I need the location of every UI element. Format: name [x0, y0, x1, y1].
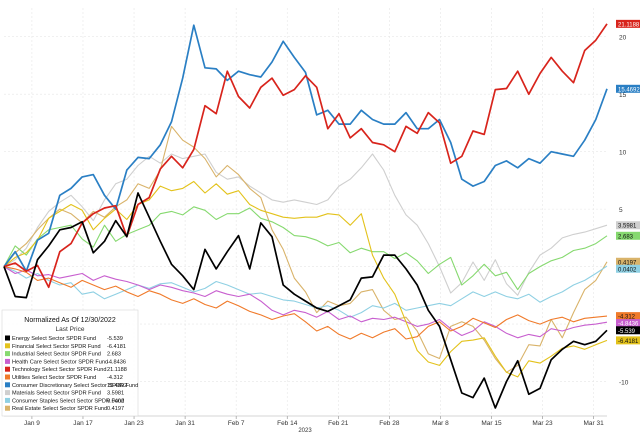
legend-value-7: 3.5981: [107, 391, 124, 397]
legend-swatch-3: [5, 358, 10, 364]
x-tick-label: Feb 21: [328, 420, 349, 427]
badge-bg-9: [616, 257, 640, 266]
y-tick-label: 5: [619, 207, 623, 214]
badge-value-5: -4.312: [618, 315, 636, 321]
badge-value-6: 15.4692: [618, 87, 640, 93]
legend-value-2: 2.683: [107, 352, 121, 358]
legend-swatch-1: [5, 343, 10, 349]
series-line-0: [3, 192, 608, 409]
legend-value-3: -4.8436: [107, 359, 126, 365]
legend-name-2: Industrial Select Sector SPDR Fund: [12, 352, 101, 358]
series-line-7: [3, 153, 608, 296]
grid-lines: [4, 8, 607, 416]
legend-swatch-7: [5, 390, 10, 396]
badge-value-8: 0.0402: [618, 267, 637, 273]
x-tick-label: Jan 9: [24, 420, 40, 427]
legend-name-9: Real Estate Select Sector SPDR Fund: [12, 406, 107, 412]
legend-value-4: 21.1188: [107, 367, 127, 373]
legend-box: [1, 309, 139, 417]
legend-name-0: Energy Select Sector SPDR Fund: [12, 336, 96, 342]
legend-value-6: 15.4692: [107, 383, 127, 389]
series-line-8: [3, 265, 608, 318]
x-tick-label: Mar 31: [583, 420, 604, 427]
badge-value-2: 2.683: [618, 234, 634, 240]
legend-swatch-8: [5, 397, 10, 403]
badge-bg-0: [616, 326, 640, 335]
legend-subheader: Last Price: [56, 326, 85, 333]
badge-bg-5: [616, 312, 640, 321]
x-tick-label: Jan 17: [73, 420, 93, 427]
legend-swatch-0: [5, 335, 10, 341]
x-tick-label: Jan 31: [175, 420, 195, 427]
legend-name-3: Health Care Select Sector SPDR Fund: [12, 359, 108, 365]
y-tick-label: 20: [619, 35, 627, 42]
legend-swatch-4: [5, 366, 10, 372]
badge-value-7: 3.5981: [618, 224, 637, 230]
legend-value-5: -4.312: [107, 375, 123, 381]
series-lines: [3, 23, 608, 409]
legend-name-7: Materials Select Sector SPDR Fund: [12, 391, 101, 397]
legend-name-6: Consumer Discretionary Select Sector SPD…: [12, 383, 138, 389]
badge-value-9: 0.4197: [618, 260, 637, 266]
series-line-6: [3, 24, 608, 273]
series-line-2: [3, 206, 608, 291]
legend-rows: Energy Select Sector SPDR Fund -5.539 Fina…: [5, 335, 138, 412]
x-tick-label: Mar 8: [432, 420, 449, 427]
series-line-1: [3, 180, 608, 378]
legend-header: Normalized As Of 12/30/2022: [24, 317, 116, 324]
badge-bg-2: [616, 231, 640, 240]
legend-name-8: Consumer Staples Select Sector SPDR Fund: [12, 398, 124, 404]
badge-bg-4: [616, 19, 640, 28]
x-tick-label: Jan 23: [124, 420, 144, 427]
series-line-3: [3, 266, 608, 339]
legend-swatch-2: [5, 351, 10, 357]
badge-bg-7: [616, 221, 640, 230]
x-tick-label: Mar 23: [532, 420, 553, 427]
y-tick-label: -10: [619, 380, 629, 387]
x-tick-label: Feb 28: [379, 420, 400, 427]
legend-name-4: Technology Select Sector SPDR Fund: [12, 367, 107, 373]
x-tick-label: Mar 15: [481, 420, 502, 427]
badge-value-4: 21.1188: [618, 22, 640, 28]
badge-bg-6: [616, 84, 640, 93]
legend-value-0: -5.539: [107, 336, 123, 342]
series-line-4: [3, 23, 608, 289]
legend-name-5: Utilities Select Sector SPDR Fund: [12, 375, 96, 381]
legend: Normalized As Of 12/30/2022 Last Price E…: [1, 309, 139, 417]
legend-value-1: -6.4181: [107, 344, 126, 350]
legend-swatch-9: [5, 405, 10, 411]
legend-swatch-6: [5, 382, 10, 388]
series-line-5: [3, 266, 608, 340]
badge-value-1: -6.4181: [618, 339, 639, 345]
x-year-label: 2023: [298, 428, 312, 433]
badge-value-3: -4.8436: [618, 322, 639, 328]
badge-value-0: -5.539: [618, 329, 636, 335]
y-tick-label: 15: [619, 92, 627, 99]
legend-name-1: Financial Select Sector SPDR Fund: [12, 344, 101, 350]
legend-value-9: 0.4197: [107, 406, 124, 412]
x-tick-label: Feb 14: [277, 420, 298, 427]
badge-bg-1: [616, 336, 640, 345]
y-tick-label: 10: [619, 150, 627, 157]
badge-bg-8: [616, 264, 640, 273]
x-tick-label: Feb 7: [228, 420, 245, 427]
badge-bg-3: [616, 319, 640, 328]
legend-value-8: 0.0402: [107, 398, 124, 404]
legend-swatch-5: [5, 374, 10, 380]
